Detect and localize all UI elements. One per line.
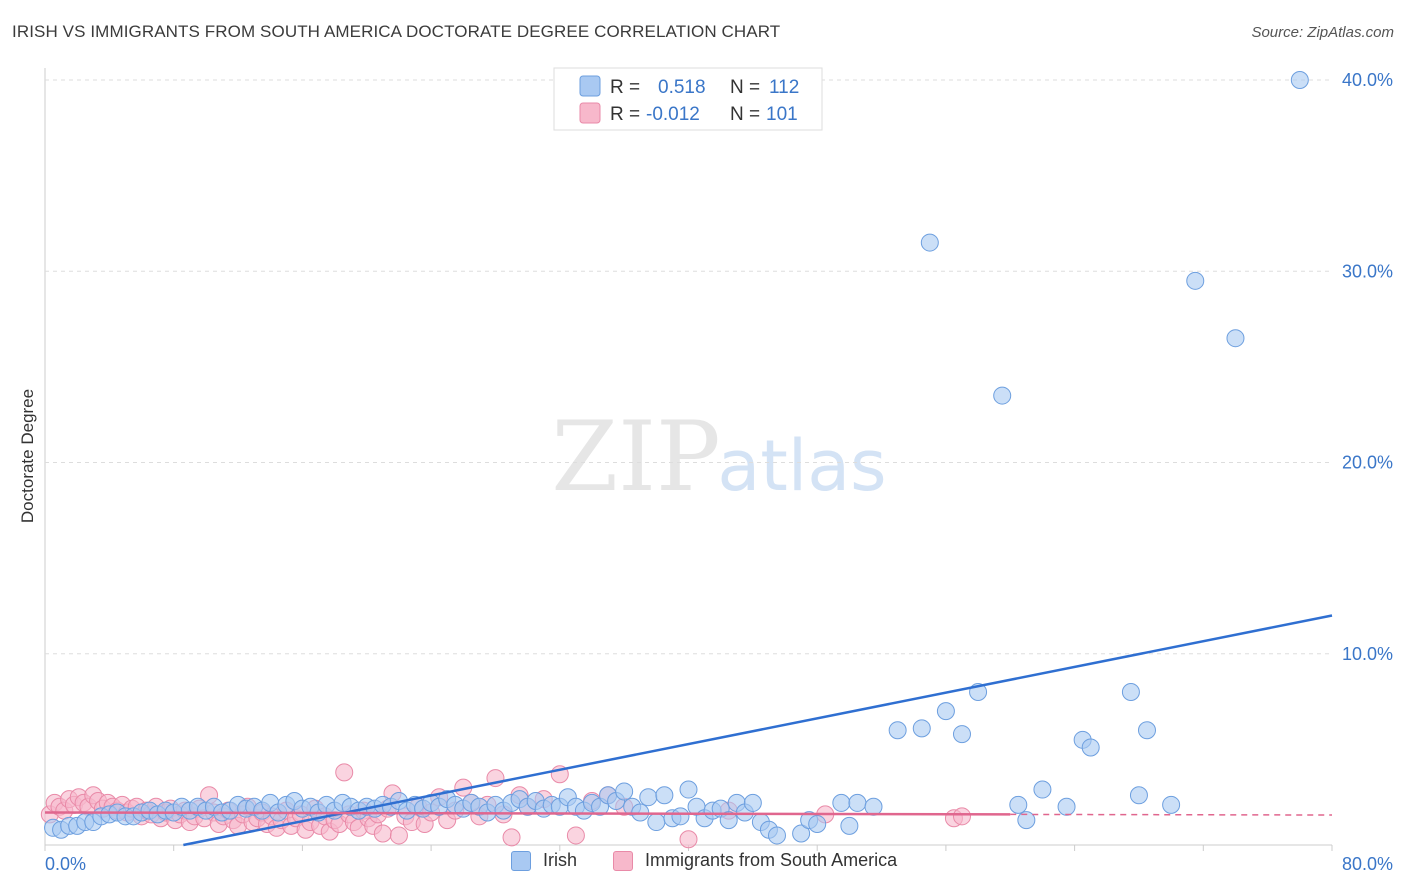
irish-point-117	[1290, 71, 1309, 89]
irish-point-84	[719, 811, 738, 830]
trend-lines	[44, 614, 1333, 847]
legend-top: R = 0.518 N = 112 R = -0.012 N = 101	[553, 67, 823, 131]
irish-point-112	[1162, 795, 1181, 814]
irish-point-99	[912, 719, 931, 738]
sa-point-69	[373, 824, 392, 843]
legend-irish-r-value: 0.518	[658, 77, 706, 98]
sa-point-92	[566, 826, 585, 845]
source-label: Source: ZipAtlas.com	[1251, 24, 1394, 41]
y-tick-label-10: 10.0%	[1342, 644, 1393, 664]
irish-point-109	[1121, 683, 1140, 701]
sa-trend-line-dashed	[1010, 813, 1333, 816]
irish-point-78	[671, 807, 690, 826]
legend-irish-r-label: R =	[610, 77, 640, 98]
irish-point-104	[1017, 811, 1036, 830]
irish-point-101	[952, 725, 971, 744]
y-tick-label-40: 40.0%	[1342, 70, 1393, 90]
irish-point-108	[1081, 738, 1100, 757]
legend-bottom-irish-label: Irish	[543, 850, 578, 870]
y-tick-label-30: 30.0%	[1342, 261, 1393, 281]
irish-point-106	[1057, 797, 1076, 816]
irish-point-71	[615, 782, 634, 801]
irish-point-105	[1033, 780, 1052, 799]
irish-point-75	[647, 813, 666, 832]
irish-point-97	[864, 797, 883, 816]
sa-point-72	[389, 826, 408, 845]
y-axis-title: Doctorate Degree	[18, 389, 37, 523]
legend-bottom-sa: Immigrants from South America	[613, 850, 897, 871]
legend-sa-n-label: N =	[730, 104, 760, 125]
irish-point-110	[1129, 786, 1148, 805]
legend-irish-n-label: N =	[730, 77, 760, 98]
legend-sa-n-value: 101	[766, 104, 798, 125]
x-tick-label-max: 80.0%	[1342, 854, 1393, 874]
legend-sa-swatch	[579, 102, 601, 124]
irish-point-114	[993, 386, 1012, 405]
irish-point-90	[767, 826, 786, 845]
grid-lines	[45, 79, 1332, 655]
legend-irish-n-value: 112	[769, 77, 799, 98]
irish-point-76	[655, 786, 674, 805]
watermark-atlas: atlas	[717, 425, 886, 507]
legend-irish-swatch	[579, 75, 601, 97]
legend-sa-r-value: -0.012	[646, 104, 700, 125]
irish-point-91	[792, 824, 811, 843]
irish-point-94	[832, 793, 851, 812]
sa-point-61	[335, 763, 354, 782]
irish-trend-line	[183, 614, 1333, 847]
irish-point-103	[1009, 795, 1028, 814]
legend-bottom: Irish Immigrants from South America	[0, 850, 1406, 880]
y-tick-label-20: 20.0%	[1342, 453, 1393, 473]
irish-point-95	[848, 793, 867, 812]
irish-point-93	[808, 814, 827, 833]
irish-point-96	[840, 816, 859, 835]
irish-point-115	[1186, 271, 1205, 290]
irish-point-100	[936, 702, 955, 721]
x-tick-label-min: 0.0%	[45, 854, 86, 874]
sa-point-87	[502, 828, 521, 847]
legend-bottom-sa-label: Immigrants from South America	[645, 850, 898, 870]
irish-point-113	[920, 233, 939, 252]
irish-point-116	[1226, 329, 1245, 348]
sa-trend-line	[44, 811, 1011, 816]
irish-point-98	[888, 721, 907, 740]
irish-point-79	[679, 780, 698, 799]
y-tick-labels: 10.0% 20.0% 30.0% 40.0%	[1342, 70, 1393, 664]
irish-point-74	[639, 788, 658, 807]
irish-point-87	[743, 793, 762, 812]
chart-title: IRISH VS IMMIGRANTS FROM SOUTH AMERICA D…	[12, 22, 781, 41]
sa-point-96	[679, 830, 698, 849]
irish-point-111	[1137, 721, 1156, 740]
watermark-zip: ZIP	[551, 401, 720, 513]
legend-sa-r-label: R =	[610, 104, 640, 125]
sa-point-100	[952, 807, 971, 826]
legend-bottom-irish: Irish	[511, 850, 577, 871]
legend-bottom-irish-swatch	[511, 850, 531, 871]
legend-bottom-sa-swatch	[613, 850, 633, 871]
